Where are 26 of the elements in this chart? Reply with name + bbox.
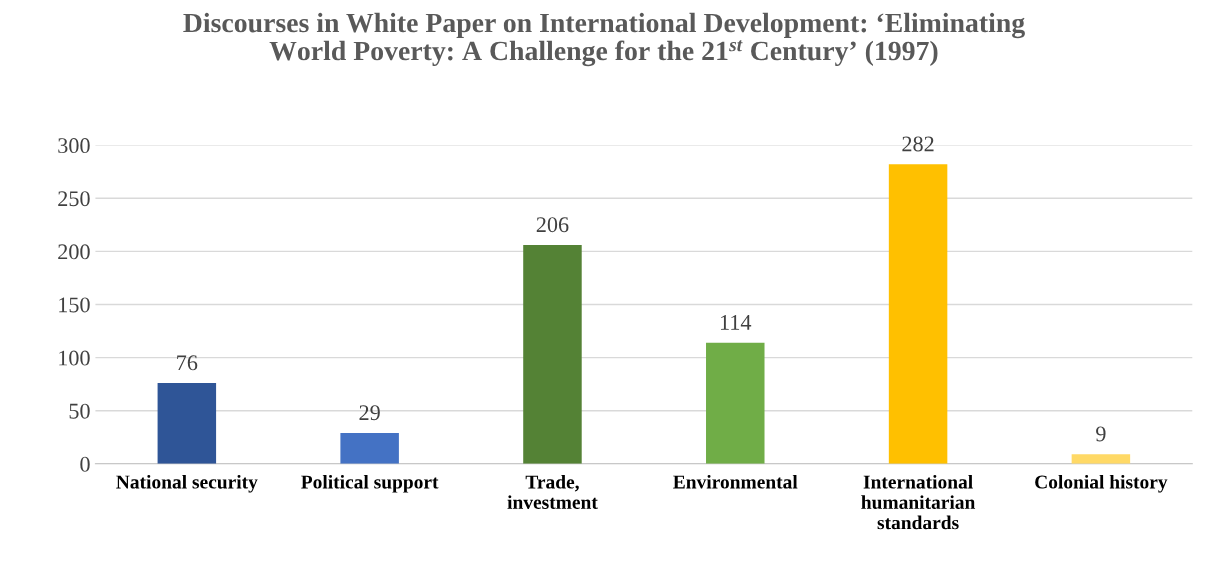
y-tick-label: 200	[58, 244, 90, 260]
x-tick-label: Trade, investment	[507, 474, 598, 509]
data-label: 282	[902, 136, 934, 152]
bar	[1071, 454, 1131, 464]
bar	[706, 342, 765, 464]
data-label: 76	[177, 355, 198, 371]
bar	[157, 383, 217, 464]
bar	[888, 164, 948, 464]
y-tick-label: 150	[59, 297, 90, 313]
data-label: 206	[536, 217, 569, 233]
x-tick-label: National security	[116, 474, 258, 493]
x-tick-label: Environmental	[673, 474, 798, 489]
data-label: 29	[359, 405, 380, 421]
x-tick-label: International humanitarian standards	[861, 474, 976, 530]
y-tick-label: 300	[58, 138, 90, 154]
chart-title: Discourses in White Paper on International Development: ‘Eliminating World Poverty: A Challenge for the 21$^{st}$ Century’ (1997)	[183, 12, 1025, 67]
bar	[340, 433, 399, 464]
x-tick-label: Colonial history	[1035, 474, 1168, 493]
data-label: 9	[1096, 426, 1106, 442]
y-tick-label: 50	[69, 403, 90, 419]
data-label: 114	[720, 314, 752, 330]
y-tick-label: 0	[80, 456, 90, 472]
y-tick-label: 250	[58, 191, 90, 207]
bar	[523, 245, 582, 464]
y-tick-label: 100	[59, 350, 90, 366]
x-tick-label: Political support	[301, 474, 439, 493]
